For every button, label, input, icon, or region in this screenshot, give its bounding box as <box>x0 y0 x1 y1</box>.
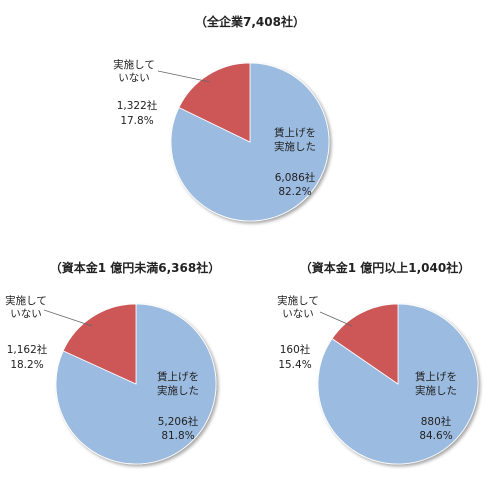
label-implemented-line1: 賃上げを <box>157 370 199 383</box>
count-not-implemented: 160社 <box>280 343 311 356</box>
pie-chart-under-100m: （資本金1 億円未満6,368社） 実施して いない 1,162社 18.2% … <box>5 260 221 465</box>
label-not-implemented-line1: 実施して <box>5 294 47 307</box>
label-implemented-line1: 賃上げを <box>274 126 316 139</box>
count-not-implemented: 1,162社 <box>7 343 48 356</box>
label-not-implemented-line2: いない <box>118 72 150 84</box>
label-not-implemented-line2: いない <box>10 308 42 320</box>
pie-chart-all: （全企業7,408社） 実施して いない 1,322社 17.8% 賃上げを 実… <box>113 14 330 222</box>
slice-not-implemented <box>331 303 399 385</box>
percent-not-implemented: 15.4% <box>278 359 311 371</box>
leader-line <box>157 70 211 83</box>
slice-not-implemented <box>62 303 137 385</box>
label-not-implemented-line1: 実施して <box>113 58 155 71</box>
chart-title: （資本金1 億円以上1,040社） <box>300 260 471 275</box>
label-implemented-line2: 実施した <box>157 384 199 397</box>
count-implemented: 5,206社 <box>158 415 199 428</box>
leader-line <box>319 311 353 327</box>
leader-line <box>43 309 93 327</box>
percent-not-implemented: 18.2% <box>10 359 43 371</box>
percent-implemented: 84.6% <box>419 430 452 442</box>
label-implemented-line2: 実施した <box>415 384 457 397</box>
label-not-implemented-line2: いない <box>282 308 314 320</box>
count-implemented: 880社 <box>421 415 452 428</box>
label-not-implemented-line1: 実施して <box>277 294 319 307</box>
chart-title: （資本金1 億円未満6,368社） <box>50 260 221 275</box>
count-implemented: 6,086社 <box>275 171 316 184</box>
label-implemented-line1: 賃上げを <box>415 370 457 383</box>
slice-not-implemented <box>178 62 251 143</box>
pie-chart-over-100m: （資本金1 億円以上1,040社） 実施して いない 160社 15.4% 賃上… <box>277 260 479 465</box>
percent-implemented: 82.2% <box>278 186 311 198</box>
label-implemented-line2: 実施した <box>274 140 316 153</box>
count-not-implemented: 1,322社 <box>117 99 158 112</box>
percent-not-implemented: 17.8% <box>120 115 153 127</box>
chart-title: （全企業7,408社） <box>195 14 305 29</box>
percent-implemented: 81.8% <box>161 430 194 442</box>
